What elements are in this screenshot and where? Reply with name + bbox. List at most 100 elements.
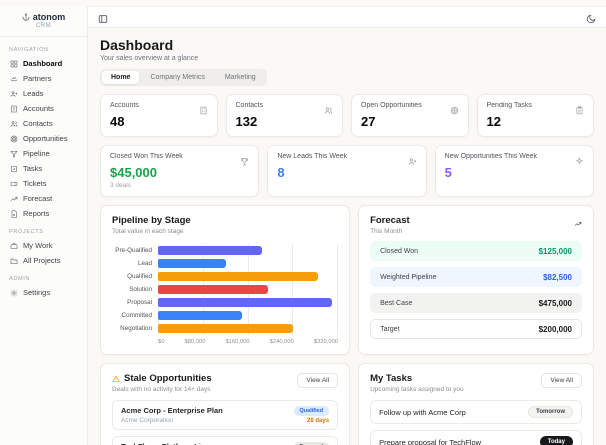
sidebar: atonom CRM Navigation Dashboard Partners… bbox=[0, 6, 88, 445]
opportunity-name: Acme Corp - Enterprise Plan bbox=[121, 406, 223, 415]
page-subtitle: Your sales overview at a glance bbox=[100, 55, 199, 62]
pipeline-bar-row: Pre-Qualified bbox=[112, 244, 339, 257]
tab-company-metrics[interactable]: Company Metrics bbox=[141, 71, 213, 84]
pipeline-bar-track bbox=[158, 296, 339, 309]
sidebar-item-leads[interactable]: Leads bbox=[9, 86, 78, 101]
sidebar-item-label: Forecast bbox=[23, 194, 53, 203]
pipeline-bar bbox=[158, 324, 294, 333]
trending-up-icon bbox=[10, 195, 18, 203]
stale-item[interactable]: Acme Corp - Enterprise Plan Acme Corpora… bbox=[112, 400, 339, 430]
pipeline-bar-row: Solution bbox=[112, 283, 339, 296]
page-header: Dashboard Your sales overview at a glanc… bbox=[100, 37, 594, 86]
stat-value: 5 bbox=[444, 165, 452, 180]
sidebar-item-accounts[interactable]: Accounts bbox=[9, 101, 78, 116]
pipeline-bar-label: Pre-Qualified bbox=[115, 247, 152, 254]
pipeline-bar-row: Lead bbox=[112, 257, 339, 270]
sidebar-item-all-projects[interactable]: All Projects bbox=[9, 253, 78, 268]
forecast-row-value: $200,000 bbox=[538, 324, 572, 334]
kpi-value: 132 bbox=[235, 114, 258, 129]
pipeline-bar-row: Negotiation bbox=[112, 322, 339, 335]
stale-opportunities-card: Stale Opportunities Deals with no activi… bbox=[100, 363, 351, 445]
sidebar-item-label: Partners bbox=[23, 74, 52, 83]
middle-row: Pipeline by Stage Total value in each st… bbox=[100, 205, 594, 355]
forecast-row-label: Weighted Pipeline bbox=[380, 273, 437, 281]
pipeline-bar bbox=[158, 285, 268, 294]
task-item[interactable]: Prepare proposal for TechFlow Today bbox=[370, 430, 582, 445]
user-plus-icon bbox=[408, 153, 417, 165]
pipeline-bar-row: Qualified bbox=[112, 270, 339, 283]
bottom-row: Stale Opportunities Deals with no activi… bbox=[100, 363, 594, 445]
window-top-strip bbox=[0, 0, 606, 6]
stat-sub: 3 deals bbox=[110, 182, 131, 189]
sidebar-item-dashboard[interactable]: Dashboard bbox=[9, 56, 78, 71]
sidebar-item-label: Dashboard bbox=[23, 59, 63, 68]
building-icon bbox=[199, 102, 208, 115]
stale-item[interactable]: TechFlow - Platform License TechFlow Sol… bbox=[112, 436, 339, 445]
forecast-row-closed-won: Closed Won $125,000 bbox=[370, 241, 582, 261]
task-due-badge: Tomorrow bbox=[528, 406, 573, 418]
gear-icon bbox=[10, 289, 18, 297]
folder-icon bbox=[10, 257, 18, 265]
stale-subtitle: Deals with no activity for 14+ days bbox=[112, 386, 211, 393]
theme-toggle-button[interactable] bbox=[586, 12, 596, 24]
stat-label: New Leads This Week bbox=[277, 153, 348, 160]
sidebar-item-label: Tickets bbox=[23, 179, 47, 188]
sidebar-item-label: My Work bbox=[23, 241, 53, 250]
pipeline-bar-label: Negotiation bbox=[120, 325, 152, 332]
clipboard-icon bbox=[575, 102, 584, 115]
sidebar-item-contacts[interactable]: Contacts bbox=[9, 116, 78, 131]
pipeline-bar bbox=[158, 298, 333, 307]
pipeline-bar-row: Proposal bbox=[112, 296, 339, 309]
user-plus-icon bbox=[10, 90, 18, 98]
sidebar-item-opportunities[interactable]: Opportunities bbox=[9, 131, 78, 146]
sidebar-item-settings[interactable]: Settings bbox=[9, 285, 78, 300]
my-tasks-card: My Tasks Upcoming tasks assigned to you … bbox=[358, 363, 594, 445]
sidebar-item-partners[interactable]: Partners bbox=[9, 71, 78, 86]
sidebar-item-tickets[interactable]: Tickets bbox=[9, 176, 78, 191]
sidebar-toggle-button[interactable] bbox=[98, 12, 108, 23]
users-icon bbox=[10, 120, 18, 128]
opportunity-company: Acme Corporation bbox=[121, 417, 174, 424]
task-title: Follow up with Acme Corp bbox=[379, 407, 466, 417]
axis-tick-label: $240,000 bbox=[269, 339, 294, 345]
kpi-value: 12 bbox=[486, 114, 501, 129]
stat-value: $45,000 bbox=[110, 165, 157, 180]
kpi-row: Accounts 48 Contacts 132 Open Opportunit… bbox=[100, 94, 594, 137]
pipeline-chart-card: Pipeline by Stage Total value in each st… bbox=[100, 205, 351, 355]
task-item[interactable]: Follow up with Acme Corp Tomorrow bbox=[370, 400, 582, 424]
stale-view-all-button[interactable]: View All bbox=[297, 373, 339, 388]
forecast-row-value: $475,000 bbox=[538, 298, 572, 308]
sidebar-item-my-work[interactable]: My Work bbox=[9, 238, 78, 253]
tasks-view-all-button[interactable]: View All bbox=[541, 373, 582, 388]
axis-tick-label: $320,000 bbox=[313, 339, 339, 345]
pipeline-chart-subtitle: Total value in each stage bbox=[112, 228, 184, 235]
sidebar-nav: Navigation Dashboard Partners Leads Acco… bbox=[0, 37, 87, 302]
building-icon bbox=[10, 105, 18, 113]
tasks-subtitle: Upcoming tasks assigned to you bbox=[370, 386, 464, 393]
pipeline-bar-label: Committed bbox=[121, 312, 152, 319]
users-icon bbox=[324, 102, 333, 114]
sidebar-item-forecast[interactable]: Forecast bbox=[9, 191, 78, 206]
kpi-card-pending-tasks: Pending Tasks 12 bbox=[476, 94, 594, 137]
forecast-row-label: Target bbox=[380, 325, 400, 333]
pipeline-bar-label: Proposal bbox=[127, 299, 152, 306]
sidebar-item-reports[interactable]: Reports bbox=[9, 206, 78, 221]
forecast-row-weighted-pipeline: Weighted Pipeline $82,500 bbox=[370, 267, 582, 287]
sidebar-item-pipeline[interactable]: Pipeline bbox=[9, 146, 78, 161]
pipeline-bar-label: Qualified bbox=[127, 273, 152, 280]
pipeline-bar-track bbox=[158, 257, 339, 270]
forecast-row-target: Target $200,000 bbox=[370, 319, 582, 339]
axis-tick-label: $80,000 bbox=[184, 339, 206, 345]
pipeline-bar-track bbox=[158, 244, 339, 257]
pipeline-bar-row: Committed bbox=[112, 309, 339, 322]
tab-marketing[interactable]: Marketing bbox=[216, 71, 265, 84]
pipeline-bar bbox=[158, 246, 263, 255]
dashboard-icon bbox=[10, 60, 18, 68]
sidebar-item-tasks[interactable]: Tasks bbox=[9, 161, 78, 176]
pipeline-bar bbox=[158, 259, 226, 268]
pipeline-bar-label: Lead bbox=[137, 260, 152, 267]
stale-list: Acme Corp - Enterprise Plan Acme Corpora… bbox=[112, 400, 339, 445]
tab-home[interactable]: Home bbox=[102, 71, 140, 84]
kpi-label: Contacts bbox=[235, 102, 264, 109]
